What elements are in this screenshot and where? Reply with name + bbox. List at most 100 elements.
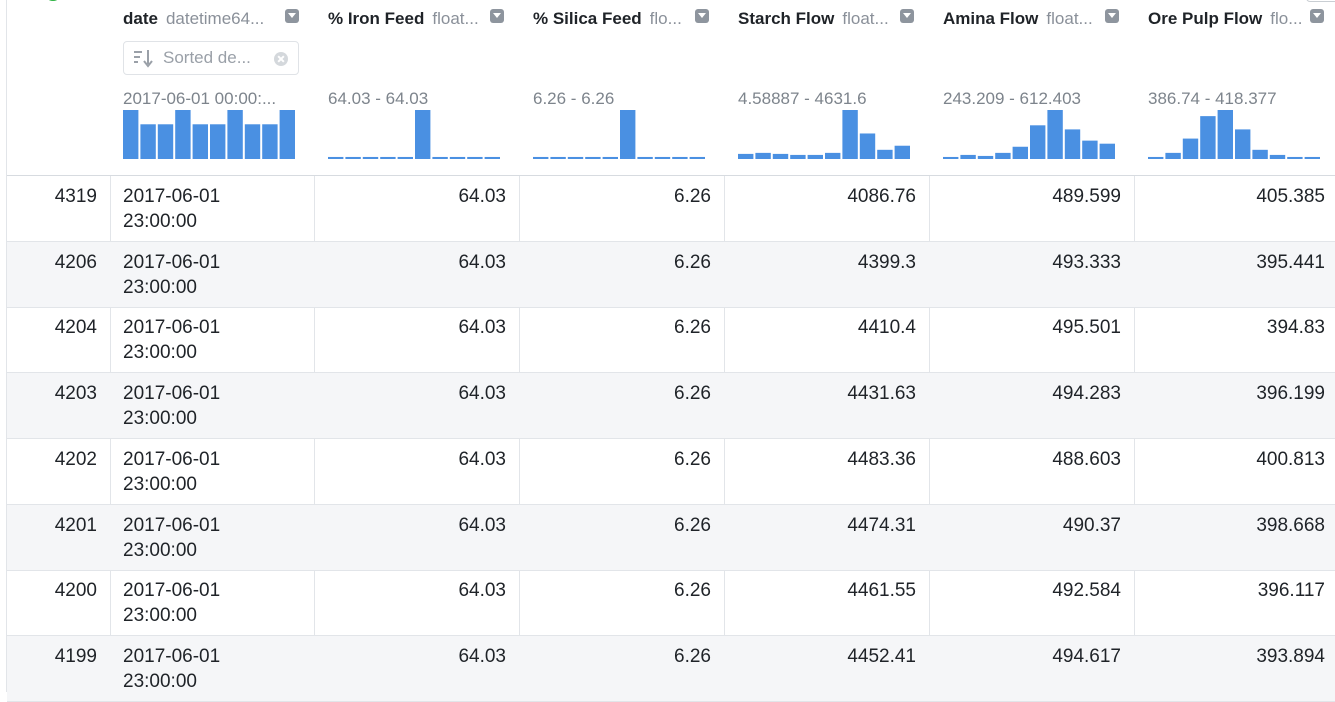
date-cell-time: 23:00:00 [123, 276, 197, 298]
starch-flow-cell[interactable]: 4474.31 [847, 514, 916, 536]
iron-feed-cell[interactable]: 64.03 [458, 186, 506, 207]
iron-feed-cell[interactable]: 64.03 [458, 580, 506, 602]
date-cell[interactable]: 2017-06-01 23:00:00 [123, 447, 220, 497]
date-cell[interactable]: 2017-06-01 23:00:00 [123, 644, 220, 694]
column-menu-chevron-down-icon[interactable] [285, 9, 299, 23]
kernel-status-icon [44, 0, 62, 1]
table-row[interactable]: 4204 2017-06-01 23:00:00 64.03 6.26 4410.4 495… [7, 307, 1335, 374]
date-cell[interactable]: 2017-06-01 23:00:00 [123, 513, 220, 563]
table-row[interactable]: 4201 2017-06-01 23:00:00 64.03 6.26 4474.31 49… [7, 504, 1335, 571]
iron-feed-cell[interactable]: 64.03 [458, 448, 506, 470]
silica-feed-cell[interactable]: 6.26 [674, 251, 711, 273]
row-index-cell[interactable]: 4319 [54, 186, 97, 207]
amina-flow-cell[interactable]: 494.283 [1052, 383, 1121, 405]
ore-pulp-flow-cell[interactable]: 395.441 [1256, 251, 1325, 273]
column-menu-chevron-down-icon[interactable] [1105, 9, 1119, 23]
column-header-row: date datetime64... Sorted de... 2017-06-… [7, 0, 1335, 176]
starch-flow-cell[interactable]: 4086.76 [847, 186, 916, 207]
amina-flow-cell[interactable]: 489.599 [1052, 186, 1121, 207]
column-separator[interactable] [110, 0, 111, 692]
histogram-bar [1200, 116, 1216, 159]
date-cell[interactable]: 2017-06-01 23:00:00 [123, 184, 220, 234]
column-header-date[interactable]: date datetime64... [123, 8, 283, 30]
histogram-bar [192, 124, 208, 159]
starch-flow-cell[interactable]: 4461.55 [847, 580, 916, 602]
silica-feed-cell[interactable]: 6.26 [674, 383, 711, 405]
column-separator[interactable] [314, 0, 315, 692]
column-header-starch-flow[interactable]: Starch Flow float... [738, 8, 898, 30]
column-type: flo... [1270, 9, 1303, 28]
column-header-silica-feed[interactable]: % Silica Feed flo... [533, 8, 693, 30]
iron-feed-cell[interactable]: 64.03 [458, 383, 506, 405]
row-index-cell[interactable]: 4201 [54, 514, 97, 536]
iron-feed-cell[interactable]: 64.03 [458, 514, 506, 536]
silica-feed-cell[interactable]: 6.26 [674, 514, 711, 536]
ore-pulp-flow-cell[interactable]: 396.117 [1257, 580, 1325, 602]
row-index-cell[interactable]: 4203 [54, 383, 97, 405]
column-menu-chevron-down-icon[interactable] [1310, 9, 1324, 23]
row-index-cell[interactable]: 4204 [54, 317, 97, 339]
histogram-bar [380, 156, 396, 159]
starch-flow-cell[interactable]: 4410.4 [857, 317, 916, 339]
silica-feed-cell[interactable]: 6.26 [674, 448, 711, 470]
histogram-starch-flow [738, 110, 910, 159]
column-menu-chevron-down-icon[interactable] [900, 9, 914, 23]
histogram-bar [279, 110, 295, 159]
column-header-amina-flow[interactable]: Amina Flow float... [943, 8, 1103, 30]
date-cell[interactable]: 2017-06-01 23:00:00 [123, 250, 220, 300]
amina-flow-cell[interactable]: 494.617 [1052, 645, 1121, 667]
ore-pulp-flow-cell[interactable]: 405.385 [1256, 186, 1325, 207]
amina-flow-cell[interactable]: 490.37 [1062, 514, 1121, 536]
table-row[interactable]: 4203 2017-06-01 23:00:00 64.03 6.26 4431.63 49… [7, 373, 1335, 440]
silica-feed-cell[interactable]: 6.26 [674, 580, 711, 602]
silica-feed-cell[interactable]: 6.26 [674, 317, 711, 339]
iron-feed-cell[interactable]: 64.03 [458, 645, 506, 667]
column-header-ore-pulp-flow[interactable]: Ore Pulp Flow flo... [1148, 8, 1308, 30]
date-cell[interactable]: 2017-06-01 23:00:00 [123, 381, 220, 431]
ore-pulp-flow-cell[interactable]: 394.83 [1266, 317, 1325, 339]
table-row[interactable]: 4319 2017-06-01 23:00:00 64.03 6.26 4086.76 48… [7, 176, 1335, 242]
starch-flow-cell[interactable]: 4399.3 [857, 251, 916, 273]
starch-flow-cell[interactable]: 4431.63 [847, 383, 916, 405]
date-cell[interactable]: 2017-06-01 23:00:00 [123, 315, 220, 365]
amina-flow-cell[interactable]: 488.603 [1052, 448, 1121, 470]
ore-pulp-flow-cell[interactable]: 393.894 [1256, 645, 1325, 667]
date-cell[interactable]: 2017-06-01 23:00:00 [123, 578, 220, 628]
row-index-cell[interactable]: 4206 [54, 251, 97, 273]
iron-feed-cell[interactable]: 64.03 [458, 251, 506, 273]
silica-feed-cell[interactable]: 6.26 [674, 186, 711, 207]
ore-pulp-flow-cell[interactable]: 396.199 [1256, 383, 1325, 405]
sort-indicator[interactable]: Sorted de... [123, 41, 299, 75]
column-menu-chevron-down-icon[interactable] [490, 9, 504, 23]
expand-table-icon[interactable] [1306, 0, 1335, 2]
column-separator[interactable] [1134, 0, 1135, 692]
table-row[interactable]: 4199 2017-06-01 23:00:00 64.03 6.26 4452.41 49… [7, 635, 1335, 702]
amina-flow-cell[interactable]: 495.501 [1052, 317, 1121, 339]
column-separator[interactable] [929, 0, 930, 692]
amina-flow-cell[interactable]: 492.584 [1052, 580, 1121, 602]
column-separator[interactable] [724, 0, 725, 692]
amina-flow-cell[interactable]: 493.333 [1052, 251, 1121, 273]
column-header-iron-feed[interactable]: % Iron Feed float... [328, 8, 488, 30]
table-row[interactable]: 4202 2017-06-01 23:00:00 64.03 6.26 4483.36 48… [7, 439, 1335, 505]
histogram-amina-flow [943, 110, 1115, 159]
table-row[interactable]: 4200 2017-06-01 23:00:00 64.03 6.26 4461.55 49… [7, 570, 1335, 637]
iron-feed-cell[interactable]: 64.03 [458, 317, 506, 339]
row-index-cell[interactable]: 4202 [54, 448, 97, 470]
column-separator[interactable] [519, 0, 520, 692]
histogram-bar [432, 156, 448, 159]
row-index-cell[interactable]: 4199 [54, 645, 97, 667]
column-name: date [123, 9, 158, 28]
table-row[interactable]: 4206 2017-06-01 23:00:00 64.03 6.26 4399.3 493… [7, 241, 1335, 308]
starch-flow-cell[interactable]: 4483.36 [847, 448, 916, 470]
starch-flow-cell[interactable]: 4452.41 [847, 645, 916, 667]
column-menu-chevron-down-icon[interactable] [695, 9, 709, 23]
histogram-iron-feed [328, 110, 500, 159]
date-cell-time: 23:00:00 [123, 670, 197, 692]
ore-pulp-flow-cell[interactable]: 398.668 [1256, 514, 1325, 536]
silica-feed-cell[interactable]: 6.26 [674, 645, 711, 667]
row-index-cell[interactable]: 4200 [54, 580, 97, 602]
ore-pulp-flow-cell[interactable]: 400.813 [1256, 448, 1325, 470]
clear-sort-icon[interactable] [274, 52, 288, 66]
column-type: flo... [649, 9, 682, 28]
